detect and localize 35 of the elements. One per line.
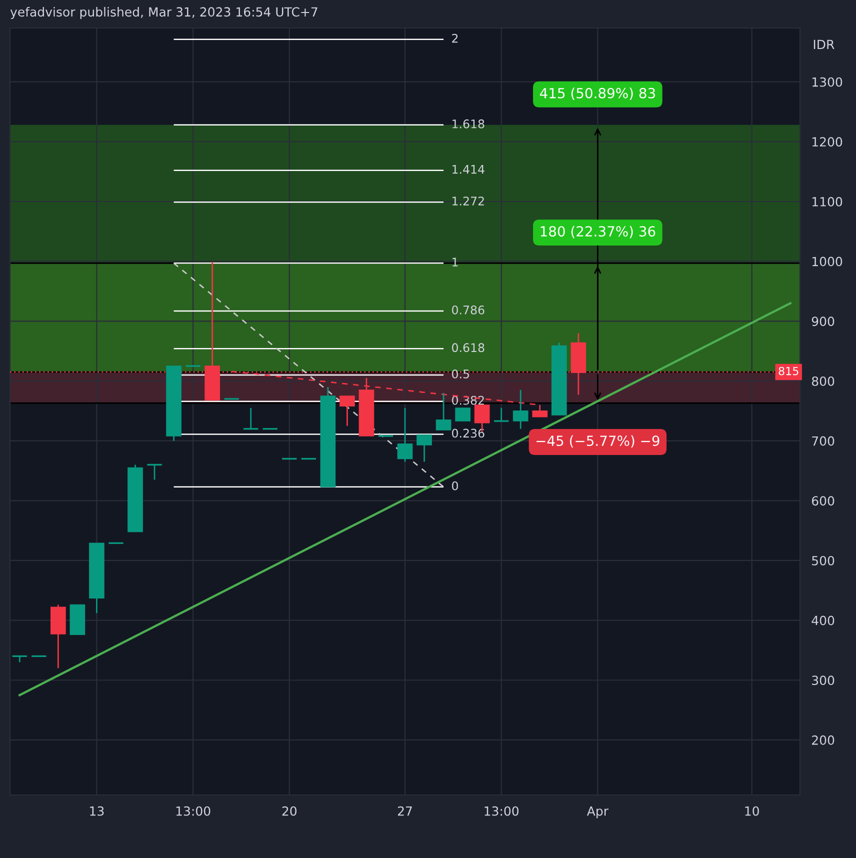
annotation: 0.236 xyxy=(452,428,484,438)
y-tick-label: 200 xyxy=(812,735,834,745)
y-tick-label: 1200 xyxy=(812,137,842,147)
annotation: 1.618 xyxy=(452,119,484,128)
x-tick-label: 27 xyxy=(398,806,412,816)
annotation: 180 (22.37%) 36 xyxy=(540,226,656,238)
y-tick-label: 300 xyxy=(812,676,834,686)
annotation: 415 (50.89%) 83 xyxy=(540,88,655,100)
y-tick-label: 400 xyxy=(812,616,834,626)
y-tick-label: 700 xyxy=(812,436,834,446)
annotation: 0.618 xyxy=(452,343,484,352)
y-tick-label: 1100 xyxy=(812,196,842,206)
annotation: 0.786 xyxy=(452,305,484,314)
annotation: 0 xyxy=(452,481,458,490)
x-tick-label: 13:00 xyxy=(484,806,519,816)
chart-title: yefadvisor published, Mar 31, 2023 16:54 UTC+7 xyxy=(10,6,318,20)
x-tick-label: 20 xyxy=(282,806,297,816)
y-tick-label: 900 xyxy=(812,316,834,326)
y-tick-label: 500 xyxy=(812,556,834,566)
y-axis-title: IDR xyxy=(814,40,834,50)
y-tick-label: 800 xyxy=(812,376,834,386)
x-tick-label: Apr xyxy=(586,806,608,818)
x-tick-label: 10 xyxy=(745,806,759,816)
x-tick-label: 13 xyxy=(90,806,104,816)
annotation: 2 xyxy=(452,34,458,43)
y-tick-label: 1300 xyxy=(812,77,842,87)
y-tick-label: 600 xyxy=(812,496,834,506)
ref-line-label: 815 xyxy=(778,366,798,376)
y-tick-label: 1000 xyxy=(812,256,842,266)
annotation: 1.414 xyxy=(452,165,484,174)
x-tick-label: 13:00 xyxy=(176,806,210,816)
annotation: 1 xyxy=(452,258,458,266)
annotation: 0.5 xyxy=(452,370,469,378)
annotation: −45 (−5.77%) −9 xyxy=(536,435,660,448)
annotation: 1.272 xyxy=(452,196,484,206)
